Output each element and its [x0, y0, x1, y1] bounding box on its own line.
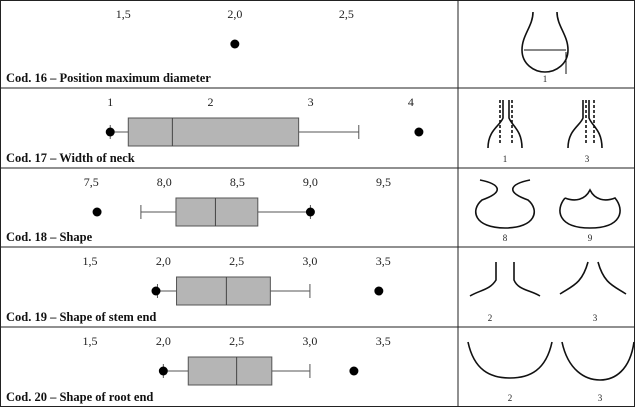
x-tick-label: 2,5 [229, 254, 244, 268]
sketch-label: 1 [543, 74, 548, 84]
sketch-label: 3 [598, 393, 603, 403]
x-tick-label: 3,5 [376, 254, 391, 268]
outlier [152, 287, 161, 296]
x-tick-label: 3,0 [302, 254, 317, 268]
box [128, 118, 298, 146]
outlier [349, 367, 358, 376]
outlier [306, 208, 315, 217]
panel-title: Cod. 16 – Position maximum diameter [6, 71, 211, 85]
x-tick-label: 3 [308, 95, 314, 109]
box [177, 277, 271, 305]
panel-title: Cod. 19 – Shape of stem end [6, 310, 156, 324]
outlier [230, 40, 239, 49]
outlier [93, 208, 102, 217]
outlier [374, 287, 383, 296]
x-tick-label: 9,0 [303, 175, 318, 189]
sketch-label: 3 [585, 154, 590, 164]
sketch-label: 2 [508, 393, 513, 403]
x-tick-label: 3,5 [376, 334, 391, 348]
x-tick-label: 2,0 [156, 254, 171, 268]
x-tick-label: 2 [207, 95, 213, 109]
x-tick-label: 7,5 [84, 175, 99, 189]
panel-title: Cod. 17 – Width of neck [6, 151, 135, 165]
panel-title: Cod. 18 – Shape [6, 230, 93, 244]
sketch-label: 9 [588, 233, 593, 243]
panel-title: Cod. 20 – Shape of root end [6, 390, 153, 404]
sketch-label: 8 [503, 233, 508, 243]
box [176, 198, 258, 226]
sketches [468, 12, 634, 380]
x-tick-label: 2,5 [229, 334, 244, 348]
x-tick-label: 1,5 [83, 334, 98, 348]
x-tick-label: 1 [107, 95, 113, 109]
x-tick-label: 1,5 [116, 7, 131, 21]
outlier [414, 128, 423, 137]
x-tick-label: 9,5 [376, 175, 391, 189]
x-tick-label: 1,5 [83, 254, 98, 268]
sketch-label: 3 [593, 313, 598, 323]
figure: 1,5 2,0 2,5 Cod. 16 – Position maximum diam… [0, 0, 635, 407]
x-tick-label: 2,0 [156, 334, 171, 348]
box [188, 357, 272, 385]
x-tick-label: 4 [408, 95, 414, 109]
x-tick-label: 2,5 [339, 7, 354, 21]
x-tick-label: 8,0 [157, 175, 172, 189]
outlier [159, 367, 168, 376]
x-tick-label: 3,0 [302, 334, 317, 348]
outlier [106, 128, 115, 137]
sketch-label: 1 [503, 154, 508, 164]
sketch-label: 2 [488, 313, 493, 323]
x-tick-label: 8,5 [230, 175, 245, 189]
x-tick-label: 2,0 [227, 7, 242, 21]
